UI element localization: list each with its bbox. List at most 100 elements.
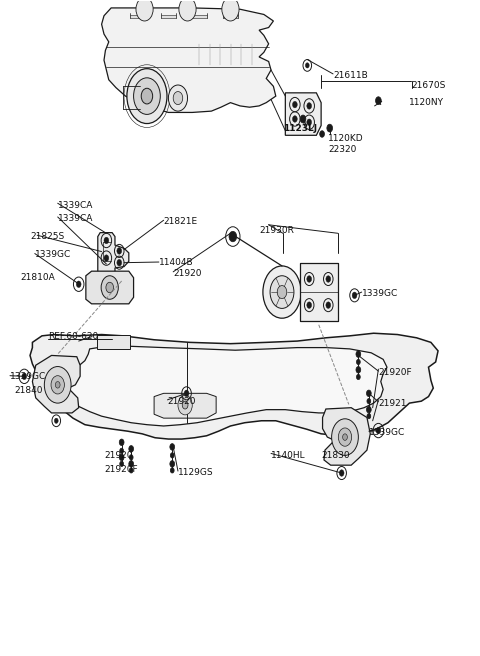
Text: 21670S: 21670S [412, 81, 446, 89]
Circle shape [55, 382, 60, 388]
Circle shape [263, 266, 301, 318]
Text: 21611B: 21611B [333, 71, 368, 79]
Bar [300, 262, 338, 321]
Polygon shape [323, 407, 370, 465]
Circle shape [352, 292, 357, 298]
Circle shape [129, 455, 133, 460]
Circle shape [277, 285, 287, 298]
Circle shape [300, 115, 306, 123]
Circle shape [305, 63, 309, 68]
Circle shape [326, 302, 331, 308]
Circle shape [101, 276, 118, 299]
Circle shape [376, 427, 381, 434]
Circle shape [106, 282, 114, 293]
Circle shape [367, 399, 371, 404]
Bar [161, 15, 176, 18]
Circle shape [366, 390, 371, 397]
Text: 21920F: 21920F [378, 368, 412, 377]
Circle shape [119, 439, 124, 445]
Text: 1339GC: 1339GC [35, 251, 71, 259]
Circle shape [22, 373, 27, 380]
Bar [192, 15, 206, 18]
Circle shape [51, 376, 64, 394]
Polygon shape [30, 333, 438, 439]
Circle shape [307, 276, 312, 282]
Circle shape [307, 119, 312, 125]
Circle shape [76, 281, 81, 287]
Text: 21930R: 21930R [259, 226, 294, 234]
Text: 22320: 22320 [328, 145, 357, 154]
Circle shape [141, 89, 153, 104]
Text: 21830: 21830 [321, 451, 350, 460]
Circle shape [129, 445, 133, 452]
Circle shape [357, 375, 360, 380]
Circle shape [326, 276, 331, 282]
Polygon shape [86, 271, 133, 304]
Circle shape [129, 461, 133, 467]
Circle shape [104, 255, 109, 261]
Bar [223, 15, 238, 18]
Circle shape [292, 101, 297, 108]
Text: 21810A: 21810A [21, 272, 55, 281]
Text: 1129GS: 1129GS [178, 468, 214, 477]
Circle shape [184, 390, 189, 397]
Polygon shape [98, 233, 129, 278]
Circle shape [320, 131, 324, 137]
Circle shape [343, 434, 348, 440]
Text: 21920: 21920 [173, 268, 202, 277]
Circle shape [356, 351, 361, 358]
Text: REF.60-620: REF.60-620 [48, 332, 98, 341]
Circle shape [168, 85, 188, 111]
Circle shape [229, 232, 237, 242]
Text: 1120KD: 1120KD [328, 134, 364, 143]
Circle shape [307, 102, 312, 109]
Text: 21825S: 21825S [30, 232, 64, 241]
Circle shape [170, 468, 174, 473]
Circle shape [117, 248, 121, 254]
Polygon shape [67, 346, 387, 426]
Text: 21840: 21840 [15, 386, 43, 394]
Circle shape [120, 461, 123, 466]
Circle shape [338, 428, 352, 446]
Circle shape [136, 0, 153, 21]
Circle shape [129, 468, 133, 473]
Circle shape [307, 302, 312, 308]
Text: 21920: 21920 [104, 451, 132, 460]
Circle shape [327, 124, 333, 132]
Circle shape [104, 237, 109, 244]
Bar [300, 262, 338, 321]
Circle shape [367, 413, 371, 419]
Circle shape [357, 359, 360, 365]
Text: 21821E: 21821E [164, 217, 198, 226]
Text: 21921: 21921 [378, 399, 407, 407]
Text: 1339GC: 1339GC [369, 428, 405, 437]
Circle shape [356, 367, 361, 373]
Circle shape [119, 454, 124, 461]
Circle shape [182, 401, 188, 409]
Text: 1120NY: 1120NY [409, 98, 444, 107]
Circle shape [170, 453, 174, 458]
Text: 1339GC: 1339GC [362, 289, 398, 298]
Text: 11404B: 11404B [159, 258, 193, 267]
Circle shape [170, 443, 175, 450]
Polygon shape [154, 394, 216, 418]
Circle shape [332, 419, 359, 455]
Text: 1140HL: 1140HL [271, 451, 306, 460]
Polygon shape [97, 335, 130, 349]
Circle shape [292, 115, 297, 122]
Circle shape [127, 69, 167, 123]
Circle shape [133, 78, 160, 114]
Polygon shape [285, 93, 321, 135]
Circle shape [44, 367, 71, 403]
Circle shape [179, 0, 196, 21]
Circle shape [222, 0, 239, 21]
Text: 1339CA: 1339CA [58, 214, 93, 223]
Circle shape [375, 96, 381, 104]
Circle shape [170, 461, 175, 467]
Circle shape [366, 406, 371, 413]
Text: 21920: 21920 [168, 397, 196, 405]
Text: 21920F: 21920F [104, 464, 138, 474]
Circle shape [270, 276, 294, 308]
Circle shape [117, 259, 121, 266]
Bar [130, 15, 144, 18]
